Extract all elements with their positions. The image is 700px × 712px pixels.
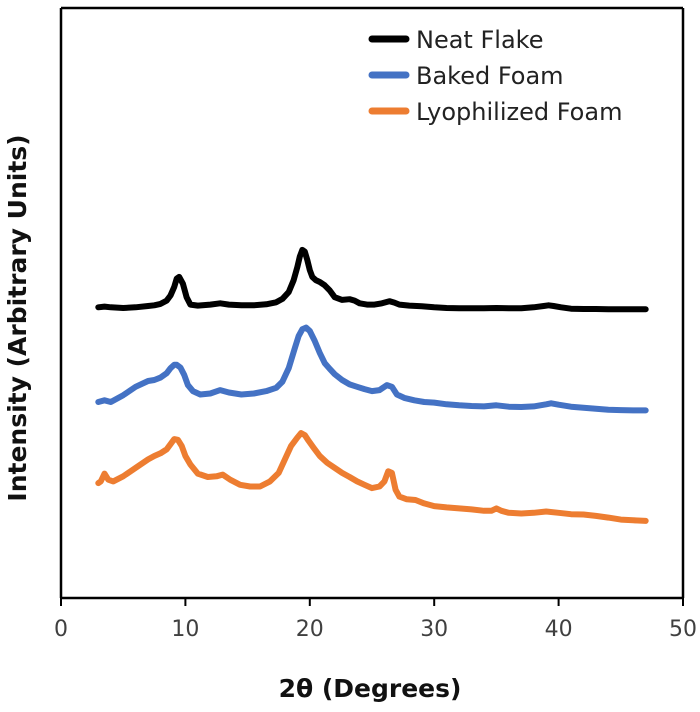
x-ticks: 0 10 20 30 40 50	[54, 598, 697, 642]
series-line-baked-foam	[95, 324, 649, 414]
x-tick-label: 30	[420, 617, 448, 642]
series-line-lyophilized-foam	[95, 430, 649, 524]
x-tick-label: 50	[669, 617, 697, 642]
series-line-neat-flake	[95, 246, 649, 313]
x-tick-label: 0	[54, 617, 68, 642]
y-axis-title: Intensity (Arbitrary Units)	[3, 134, 32, 501]
legend-label: Lyophilized Foam	[416, 98, 622, 126]
legend-label: Baked Foam	[416, 62, 564, 90]
plot-area: 0 10 20 30 40 50	[54, 6, 697, 642]
series-layer	[95, 246, 649, 524]
x-tick-label: 10	[171, 617, 199, 642]
legend-label: Neat Flake	[416, 26, 543, 54]
legend: Neat Flake Baked Foam Lyophilized Foam	[368, 26, 622, 126]
x-tick-label: 40	[545, 617, 573, 642]
x-axis-title: 2θ (Degrees)	[279, 674, 462, 703]
x-tick-label: 20	[296, 617, 324, 642]
